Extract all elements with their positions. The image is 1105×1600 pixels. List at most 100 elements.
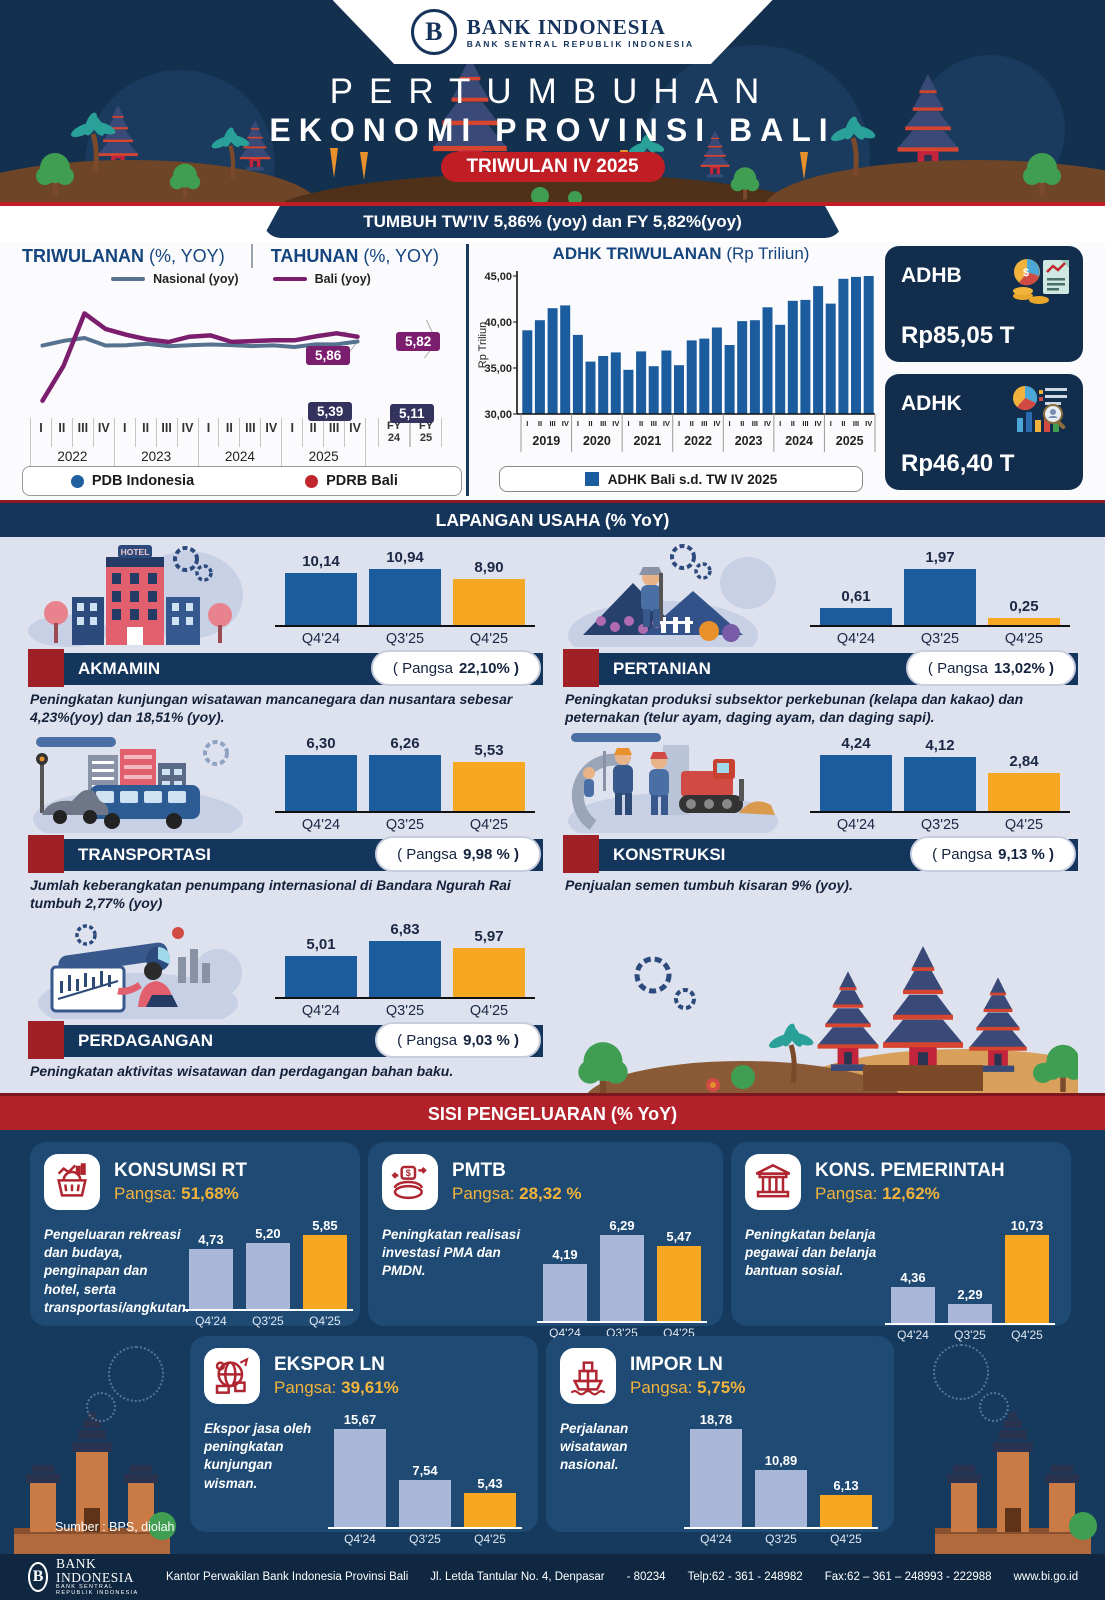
svg-text:2021: 2021	[633, 434, 661, 448]
adhb-card: $ ADHB Rp85,05 T	[885, 246, 1083, 362]
card-pangsa: Pangsa: 12,62%	[815, 1183, 940, 1203]
line-chart-bottom-legend: PDB Indonesia PDRB Bali	[22, 466, 462, 496]
quarterly-chart-title: TRIWULANAN (%, YOY)	[22, 245, 225, 266]
analytics-magnifier-icon	[1013, 385, 1067, 432]
adhk-chart-legend: ADHK Bali s.d. TW IV 2025	[498, 466, 864, 492]
svg-text:2022: 2022	[684, 434, 712, 448]
svg-text:I: I	[779, 419, 781, 428]
summary-cards: $ ADHB Rp85,05 T	[885, 246, 1083, 502]
sector-konstruksi: 4,24 4,12 2,84 Q4'24 Q3'25 Q4'25 KONSTRUKSI (…	[563, 729, 1078, 911]
adhb-value: Rp85,05 T	[901, 322, 1015, 349]
sisi-pengeluaran-section: KONSUMSI RT Pangsa: 51,68% Pengeluaran r…	[0, 1130, 1105, 1600]
svg-text:III: III	[600, 419, 606, 428]
corner-temple-left	[14, 1412, 176, 1558]
card-pangsa: Pangsa: 28,32 %	[452, 1183, 582, 1203]
svg-text:2025: 2025	[836, 434, 864, 448]
page-title-line2: EKONOMI PROVINSI BALI	[269, 112, 836, 148]
card-kons-pemerintah: KONS. PEMERINTAH Pangsa: 12,62% Peningka…	[731, 1142, 1071, 1342]
svg-text:IV: IV	[865, 419, 872, 428]
card-title: EKSPOR LN	[274, 1354, 385, 1376]
svg-text:IV: IV	[815, 419, 822, 428]
callout-bali-fy: 5,82	[396, 332, 441, 351]
money-report-icon: $	[1013, 259, 1069, 304]
pertanian-pangsa-pill: ( Pangsa 13,02% )	[905, 650, 1076, 686]
bus-city-illustration	[33, 737, 243, 833]
footer-office: Kantor Perwakilan Bank Indonesia Provins…	[165, 1571, 409, 1583]
ekspor-ln-bar-chart: 15,67 7,54 5,43 Q4'24 Q3'25 Q4'25	[328, 1412, 522, 1546]
page-title-line1: PERTUMBUHAN	[329, 72, 776, 111]
svg-text:IV: IV	[713, 419, 720, 428]
pertanian-titlebar: PERTANIAN ( Pangsa 13,02% )	[563, 648, 1078, 687]
lapangan-usaha-section: HOTEL	[0, 537, 1105, 1145]
footer-bar: B BANK INDONESIA BANK SENTRAL REPUBLIK I…	[0, 1554, 1105, 1600]
callout-bali-quarter: 5,86	[306, 346, 351, 365]
hero-header: B BANK INDONESIA BANK SENTRAL REPUBLIK I…	[0, 0, 1105, 206]
bank-indonesia-logo: B BANK INDONESIA BANK SENTRAL REPUBLIK I…	[332, 0, 773, 64]
growth-banner-strip: TUMBUH TW’IV 5,86% (yoy) dan FY 5,82%(yo…	[0, 206, 1105, 242]
gear-decor-icon	[933, 1344, 989, 1400]
money-circulation-icon: $	[382, 1154, 438, 1210]
pertanian-description: Peningkatan produksi subsektor perkebuna…	[565, 691, 1024, 725]
growth-summary-banner: TUMBUH TW’IV 5,86% (yoy) dan FY 5,82%(yo…	[262, 206, 843, 238]
svg-text:I: I	[577, 419, 579, 428]
transportasi-pangsa-pill: ( Pangsa 9,98 % )	[375, 836, 541, 872]
line-chart-legend: Nasional (yoy) Bali (yoy)	[22, 270, 460, 288]
svg-text:II: II	[791, 419, 795, 428]
svg-text:I: I	[678, 419, 680, 428]
annual-chart-title: TAHUNAN (%, YOY)	[270, 245, 440, 266]
adhb-label: ADHB	[901, 264, 962, 287]
konstruksi-pangsa-pill: ( Pangsa 9,13 % )	[910, 836, 1076, 872]
adhk-legend-swatch	[584, 472, 599, 486]
card-description: Pengeluaran rekreasi dan budaya, pengina…	[44, 1227, 190, 1315]
svg-text:45,00: 45,00	[484, 271, 512, 283]
adhk-bar-chart-panel: ADHK TRIWULANAN (Rp Triliun) Rp Triliun 4…	[466, 244, 887, 496]
footer-bank-indonesia-logo: B BANK INDONESIA BANK SENTRAL REPUBLIK I…	[28, 1556, 144, 1597]
card-description: Perjalanan wisatawan nasional.	[560, 1421, 629, 1473]
svg-text:2019: 2019	[532, 434, 560, 448]
pdrb-bali-legend: PDRB Bali	[242, 473, 461, 489]
akmamin-bar-chart: 10,14 10,94 8,90 Q4'24 Q3'25 Q4'25	[275, 549, 535, 647]
red-accent-square	[28, 1020, 64, 1059]
konstruksi-titlebar: KONSTRUKSI ( Pangsa 9,13 % )	[563, 834, 1078, 873]
sector-title: PERDAGANGAN	[78, 1031, 214, 1050]
akmamin-titlebar: AKMAMIN ( Pangsa 22,10% )	[28, 648, 543, 687]
svg-text:$: $	[1023, 267, 1029, 279]
svg-text:40,00: 40,00	[484, 317, 512, 329]
svg-text:I: I	[729, 419, 731, 428]
red-accent-square	[563, 834, 599, 873]
sector-pertanian: 0,61 1,97 0,25 Q4'24 Q3'25 Q4'25 PERTANIAN ( …	[563, 543, 1078, 725]
svg-text:IV: IV	[663, 419, 670, 428]
pmtb-bar-chart: 4,19 6,29 5,47 Q4'24 Q3'25 Q4'25	[537, 1218, 707, 1340]
adhk-bar-chart: Rp Triliun 45,00 40,00 35,00 30,00 I II III IV I I…	[475, 266, 879, 464]
red-accent-square	[28, 648, 64, 687]
period-badge: TRIWULAN IV 2025	[440, 152, 665, 182]
title-divider	[250, 244, 253, 268]
footer-website-link[interactable]: www.bi.go.id	[1013, 1571, 1079, 1583]
red-accent-square	[28, 834, 64, 873]
construction-illustration	[568, 733, 778, 833]
perdagangan-description: Peningkatan aktivitas wisatawan dan perd…	[30, 1063, 454, 1079]
akmamin-description: Peningkatan kunjungan wisatawan mancaneg…	[30, 691, 513, 725]
svg-text:35,00: 35,00	[484, 363, 512, 375]
bank-indonesia-logo-icon: B	[28, 1562, 49, 1592]
sector-title: PERTANIAN	[613, 659, 711, 678]
trader-analytics-illustration	[38, 924, 242, 1019]
svg-text:2024: 2024	[785, 434, 813, 448]
card-title: IMPOR LN	[630, 1354, 723, 1376]
gear-decor-icon	[979, 1392, 1009, 1422]
perdagangan-pangsa-pill: ( Pangsa 9,03 % )	[375, 1022, 541, 1058]
card-description: Peningkatan realisasi investasi PMA dan …	[382, 1227, 521, 1279]
sector-title: AKMAMIN	[78, 659, 161, 678]
impor-ln-bar-chart: 18,78 10,89 6,13 Q4'24 Q3'25 Q4'25	[684, 1412, 878, 1546]
svg-text:IV: IV	[612, 419, 619, 428]
svg-text:III: III	[651, 419, 657, 428]
footer-address: Jl. Letda Tantular No. 4, Denpasar	[430, 1571, 605, 1583]
pertanian-bar-chart: 0,61 1,97 0,25 Q4'24 Q3'25 Q4'25	[810, 549, 1070, 647]
pdb-indonesia-dot	[70, 474, 84, 488]
red-accent-square	[563, 648, 599, 687]
gear-decor-icon	[86, 1392, 116, 1422]
card-ekspor-ln: EKSPOR LN Pangsa: 39,61% Ekspor jasa ole…	[190, 1336, 538, 1546]
card-pangsa: Pangsa: 39,61%	[274, 1377, 399, 1397]
pdrb-bali-dot	[305, 474, 319, 488]
svg-text:III: III	[802, 419, 808, 428]
